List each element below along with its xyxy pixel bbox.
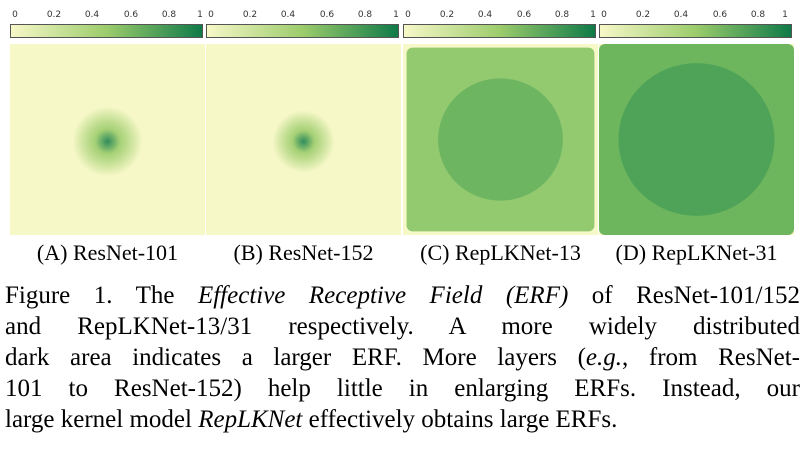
colorbar-tick: 0.4 xyxy=(477,10,493,20)
colorbar-tick: 0 xyxy=(208,10,214,20)
colorbar-tick: 0.8 xyxy=(357,10,373,20)
erf-heatmap-svg xyxy=(10,44,205,235)
caption-line-4: 101 to ResNet-152) help little in enlarg… xyxy=(5,375,800,402)
panel-replknet-31: 0 0.2 0.4 0.6 0.8 1 (D) RepLKNet-31 xyxy=(599,0,794,265)
term-erf: Effective Receptive Field (ERF) xyxy=(197,282,569,309)
caption-line-3: dark area indicates a larger ERF. More l… xyxy=(5,344,800,371)
colorbar xyxy=(206,24,399,38)
caption-line-1: Figure 1. The Effective Receptive Field … xyxy=(5,282,800,309)
term-replknet: RepLKNet xyxy=(198,406,303,433)
colorbar-tick: 0.8 xyxy=(750,10,766,20)
colorbar-tick: 0.8 xyxy=(554,10,570,20)
colorbar-tick: 0.4 xyxy=(280,10,296,20)
caption-line-2: and RepLKNet-13/31 respectively. A more … xyxy=(5,313,800,340)
erf-heatmap xyxy=(599,44,794,235)
colorbar-tick: 0.2 xyxy=(242,10,258,20)
colorbar-tick: 0.4 xyxy=(84,10,100,20)
colorbar xyxy=(403,24,596,38)
colorbar-tick: 0.6 xyxy=(123,10,139,20)
caption-line-5: large kernel model RepLKNet effectively … xyxy=(5,406,618,433)
panel-label: (A) ResNet-101 xyxy=(36,240,179,265)
panel-label: (C) RepLKNet-13 xyxy=(420,240,581,265)
erf-heatmap xyxy=(10,44,205,235)
colorbar-tick: 1 xyxy=(590,10,596,20)
erf-heatmap-svg xyxy=(206,44,401,235)
panel-resnet-152: 0 0.2 0.4 0.6 0.8 1 (B) ResNet-152 xyxy=(206,0,401,265)
colorbar-tick: 0.8 xyxy=(161,10,177,20)
colorbar-ticks: 0 0.2 0.4 0.6 0.8 1 xyxy=(10,10,205,24)
colorbar-tick: 0 xyxy=(405,10,411,20)
colorbar-tick: 0.6 xyxy=(516,10,532,20)
colorbar-tick: 1 xyxy=(782,10,788,20)
panel-resnet-101: 0 0.2 0.4 0.6 0.8 1 (A) ResNet-101 xyxy=(10,0,205,265)
panel-label: (D) RepLKNet-31 xyxy=(615,240,778,265)
erf-core xyxy=(438,78,563,201)
colorbar-tick: 1 xyxy=(393,10,399,20)
figure-caption: Figure 1. The Effective Receptive Field … xyxy=(5,280,800,435)
colorbar-tick: 0.6 xyxy=(712,10,728,20)
panel-replknet-13: 0 0.2 0.4 0.6 0.8 1 (C) RepLKNet-13 xyxy=(403,0,598,265)
colorbar-tick: 0.6 xyxy=(319,10,335,20)
colorbar-ticks: 0 0.2 0.4 0.6 0.8 1 xyxy=(599,10,794,24)
colorbar xyxy=(10,24,203,38)
term-eg: e.g. xyxy=(585,344,623,371)
erf-heatmap-svg xyxy=(403,44,598,235)
erf-blob xyxy=(272,110,335,173)
colorbar-ticks: 0 0.2 0.4 0.6 0.8 1 xyxy=(206,10,401,24)
colorbar-tick: 0.2 xyxy=(439,10,455,20)
colorbar-ticks: 0 0.2 0.4 0.6 0.8 1 xyxy=(403,10,598,24)
erf-heatmap xyxy=(206,44,401,235)
erf-core xyxy=(618,63,775,216)
erf-blob xyxy=(72,106,143,177)
colorbar xyxy=(599,24,792,38)
colorbar-tick: 0 xyxy=(601,10,607,20)
colorbar-tick: 0.2 xyxy=(635,10,651,20)
colorbar-tick: 0.2 xyxy=(46,10,62,20)
erf-heatmap xyxy=(403,44,598,235)
colorbar-tick: 0 xyxy=(12,10,18,20)
panel-label: (B) ResNet-152 xyxy=(233,240,374,265)
erf-heatmap-svg xyxy=(599,44,794,235)
colorbar-tick: 0.4 xyxy=(673,10,689,20)
figure-label: Figure 1. xyxy=(5,282,113,309)
colorbar-tick: 1 xyxy=(197,10,203,20)
